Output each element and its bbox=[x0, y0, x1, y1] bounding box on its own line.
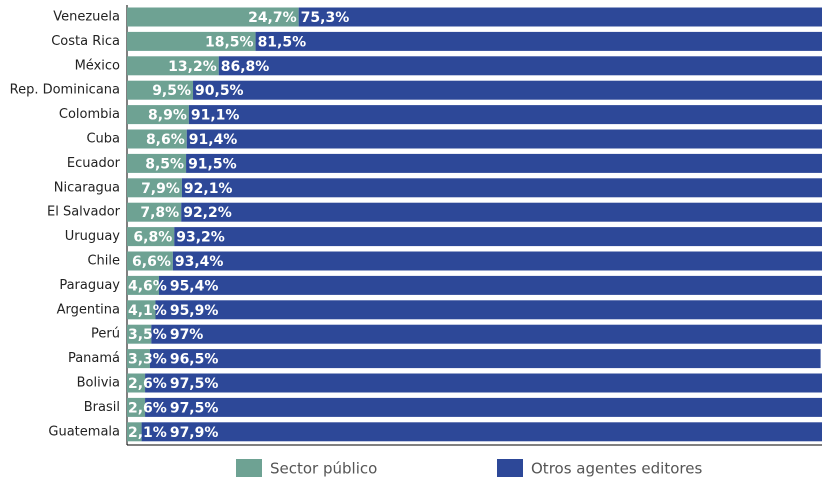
value-label: 91,4% bbox=[189, 132, 238, 148]
bar-segment bbox=[218, 56, 823, 76]
value-label: 6,8% bbox=[133, 230, 172, 246]
bar-segment bbox=[181, 202, 822, 222]
bar-segment bbox=[127, 422, 142, 442]
bar-segment bbox=[127, 153, 187, 173]
value-label: 92,2% bbox=[183, 205, 232, 221]
value-label: 93,4% bbox=[175, 254, 224, 270]
bar-segment bbox=[127, 275, 159, 295]
category-label: Panamá bbox=[68, 351, 120, 366]
category-label: Perú bbox=[91, 327, 120, 342]
category-label: Paraguay bbox=[59, 278, 120, 293]
bar-segment bbox=[127, 80, 194, 100]
bar-segment bbox=[127, 251, 173, 271]
category-label: Venezuela bbox=[53, 10, 120, 25]
category-label: Ecuador bbox=[67, 156, 121, 171]
value-label: 90,5% bbox=[195, 83, 244, 99]
value-label: 97,5% bbox=[170, 400, 219, 416]
bar-segment bbox=[186, 129, 822, 149]
legend-label: Otros agentes editores bbox=[531, 460, 702, 478]
value-label: 95,4% bbox=[170, 278, 219, 294]
bar-segment bbox=[127, 349, 150, 369]
category-label: Uruguay bbox=[65, 229, 121, 244]
bar-segment bbox=[149, 349, 821, 369]
value-label: 3,3% bbox=[128, 352, 167, 368]
value-label: 9,5% bbox=[152, 83, 191, 99]
value-label: 86,8% bbox=[221, 59, 270, 75]
bar-segment bbox=[188, 105, 823, 125]
value-label: 97,5% bbox=[170, 376, 219, 392]
value-label: 8,5% bbox=[145, 156, 184, 172]
category-label: Cuba bbox=[86, 132, 120, 147]
value-label: 91,5% bbox=[188, 156, 237, 172]
bar-segment bbox=[172, 251, 822, 271]
bar-segment bbox=[127, 227, 175, 247]
value-label: 96,5% bbox=[170, 352, 219, 368]
bar-segment bbox=[127, 300, 156, 320]
bar-segment bbox=[127, 178, 182, 198]
value-label: 18,5% bbox=[205, 34, 254, 50]
value-label: 95,9% bbox=[170, 303, 219, 319]
value-label: 4,6% bbox=[128, 278, 167, 294]
value-label: 7,9% bbox=[141, 181, 180, 197]
value-label: 13,2% bbox=[168, 59, 217, 75]
value-label: 7,8% bbox=[140, 205, 179, 221]
bar-segment bbox=[127, 129, 187, 149]
legend-swatch bbox=[236, 459, 262, 477]
category-label: Bolivia bbox=[77, 376, 120, 391]
bar-segment bbox=[298, 7, 822, 27]
bar-segment bbox=[127, 56, 219, 76]
value-label: 6,6% bbox=[132, 254, 171, 270]
value-label: 24,7% bbox=[248, 10, 297, 26]
bar-segment bbox=[127, 202, 182, 222]
bar-segment bbox=[127, 397, 146, 417]
category-label: Guatemala bbox=[48, 424, 120, 439]
bar-segment bbox=[181, 178, 822, 198]
category-label: Colombia bbox=[59, 107, 120, 122]
value-label: 3,5% bbox=[128, 327, 167, 343]
value-label: 2,1% bbox=[128, 425, 167, 441]
bar-segment bbox=[127, 105, 189, 125]
value-label: 97,9% bbox=[170, 425, 219, 441]
value-label: 97% bbox=[170, 327, 204, 343]
category-label: Rep. Dominicana bbox=[10, 83, 120, 98]
category-label: Nicaragua bbox=[54, 180, 120, 195]
bar-segment bbox=[145, 397, 822, 417]
bar-segment bbox=[141, 422, 823, 442]
value-label: 81,5% bbox=[258, 34, 307, 50]
category-label: Argentina bbox=[57, 302, 120, 317]
category-label: México bbox=[75, 58, 120, 73]
bar-segment bbox=[186, 153, 822, 173]
bar-segment bbox=[127, 7, 299, 27]
category-label: Chile bbox=[87, 254, 120, 269]
value-label: 75,3% bbox=[301, 10, 350, 26]
bar-segment bbox=[193, 80, 822, 100]
value-label: 91,1% bbox=[191, 108, 240, 124]
bar-segment bbox=[145, 373, 822, 393]
value-label: 2,6% bbox=[128, 400, 167, 416]
value-label: 4,1% bbox=[128, 303, 167, 319]
value-label: 2,6% bbox=[128, 376, 167, 392]
value-label: 92,1% bbox=[184, 181, 233, 197]
bar-segment bbox=[151, 324, 822, 344]
bar-segment bbox=[158, 275, 823, 295]
bar-segment bbox=[127, 31, 256, 51]
bar-segment bbox=[174, 227, 822, 247]
bar-segment bbox=[255, 31, 822, 51]
bar-segment bbox=[155, 300, 822, 320]
legend-label: Sector público bbox=[270, 460, 377, 478]
legend-swatch bbox=[497, 459, 523, 477]
bar-segment bbox=[127, 324, 152, 344]
value-label: 8,9% bbox=[148, 108, 187, 124]
category-label: El Salvador bbox=[47, 205, 121, 220]
value-label: 93,2% bbox=[176, 230, 225, 246]
category-label: Brasil bbox=[84, 400, 120, 415]
category-label: Costa Rica bbox=[51, 34, 120, 49]
value-label: 8,6% bbox=[146, 132, 185, 148]
bar-segment bbox=[127, 373, 146, 393]
